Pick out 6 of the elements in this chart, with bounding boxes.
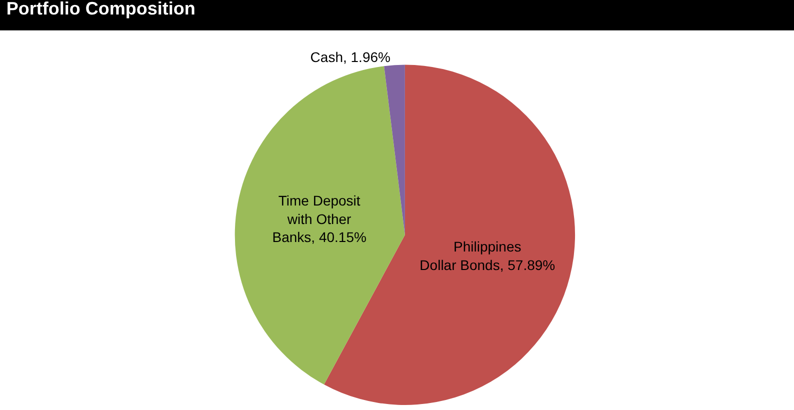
chart-title: Portfolio Composition <box>6 0 196 19</box>
pie-slice <box>235 66 405 385</box>
slice-label: Philippines Dollar Bonds, 57.89% <box>420 238 556 273</box>
slice-label: Time Deposit with Other Banks, 40.15% <box>272 192 366 245</box>
pie-slice <box>384 64 405 235</box>
slice-label: Cash, 1.96% <box>310 49 390 66</box>
